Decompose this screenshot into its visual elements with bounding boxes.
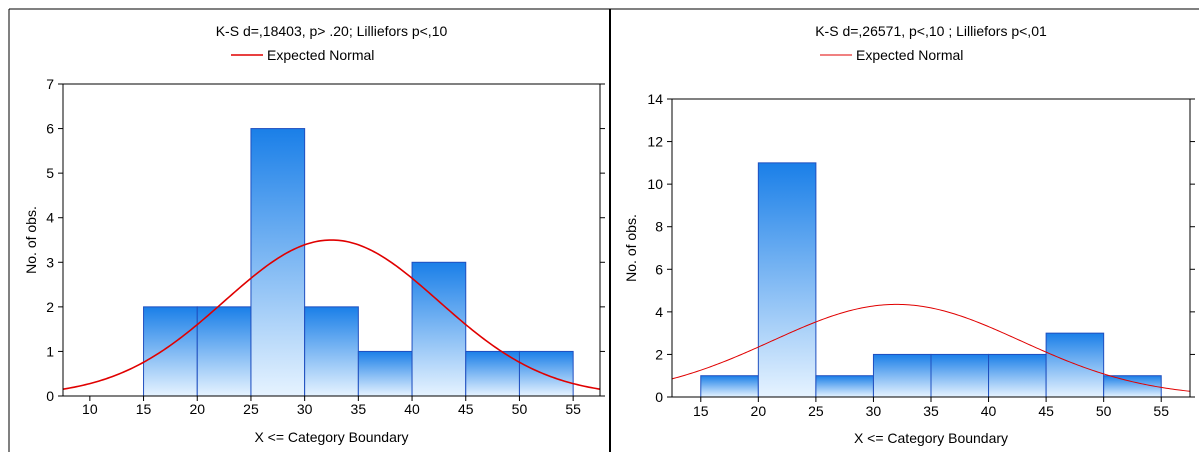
x-tick-label: 30: [866, 403, 882, 419]
x-tick-label: 40: [981, 403, 997, 419]
histogram-bar-35-40: [930, 353, 990, 398]
chart-panel-2: K-S d=,26571, p<,10 ; Lilliefors p<,01 Ex…: [623, 23, 1195, 446]
y-tick-label: 5: [46, 165, 54, 181]
x-tick-label: 45: [1038, 403, 1054, 419]
y-tick-label: 7: [46, 76, 54, 92]
plot-frame: [62, 83, 601, 397]
plot-area: [672, 99, 1190, 397]
y-tick-label: 0: [655, 389, 663, 405]
x-tick-label: 50: [1096, 403, 1112, 419]
x-tick-label: 55: [565, 401, 581, 417]
histogram-bar-50-55: [518, 350, 574, 397]
y-tick-label: 4: [46, 210, 54, 226]
legend-label-expected-normal: Expected Normal: [267, 47, 374, 63]
histogram-bar-45-50: [1045, 332, 1105, 398]
x-tick-label: 55: [1153, 403, 1169, 419]
x-tick-label: 10: [82, 401, 98, 417]
y-tick-label: 4: [655, 304, 663, 320]
y-tick-label: 2: [655, 346, 663, 362]
chart-title: K-S d=,18403, p> .20; Lilliefors p<,10: [216, 23, 448, 39]
histogram-bar-15-20: [143, 306, 198, 397]
legend-label-expected-normal: Expected Normal: [856, 47, 963, 63]
x-tick-label: 35: [923, 403, 939, 419]
y-tick-label: 6: [46, 121, 54, 137]
x-tick-label: 25: [808, 403, 824, 419]
histogram-bar-35-40: [357, 350, 413, 397]
histogram-bar-30-35: [304, 306, 359, 397]
x-tick-label: 20: [751, 403, 767, 419]
x-tick-label: 15: [693, 403, 709, 419]
y-tick-label: 14: [647, 91, 663, 107]
x-tick-label: 20: [189, 401, 205, 417]
expected-normal-curve: [671, 303, 1191, 392]
y-tick-label: 2: [46, 299, 54, 315]
x-tick-label: 15: [136, 401, 152, 417]
histogram-bar-40-45: [411, 261, 467, 397]
x-tick-label: 30: [297, 401, 313, 417]
chart-title: K-S d=,26571, p<,10 ; Lilliefors p<,01: [815, 23, 1047, 39]
y-tick-label: 6: [655, 261, 663, 277]
histogram-bar-15-20: [700, 375, 759, 398]
histogram-bar-40-45: [988, 353, 1047, 398]
histogram-bar-20-25: [196, 306, 252, 397]
x-tick-label: 50: [512, 401, 528, 417]
y-axis-label: No. of obs.: [23, 206, 39, 274]
x-tick-label: 45: [458, 401, 474, 417]
y-tick-label: 10: [647, 176, 663, 192]
y-tick-label: 8: [655, 219, 663, 235]
histogram-bar-45-50: [465, 350, 520, 397]
y-axis-label: No. of obs.: [623, 214, 639, 282]
histogram-bar-30-35: [872, 353, 932, 398]
y-tick-label: 12: [647, 134, 663, 150]
y-tick-label: 1: [46, 343, 54, 359]
x-tick-label: 25: [243, 401, 259, 417]
histogram-bar-25-30: [250, 128, 306, 397]
y-tick-label: 3: [46, 254, 54, 270]
y-tick-label: 0: [46, 388, 54, 404]
chart-panel-1: K-S d=,18403, p> .20; Lilliefors p<,10 Ex…: [23, 23, 605, 445]
x-tick-label: 35: [351, 401, 367, 417]
histogram-bar-20-25: [757, 162, 817, 398]
histogram-bar-25-30: [815, 375, 874, 398]
x-tick-label: 40: [404, 401, 420, 417]
x-axis-label: X <= Category Boundary: [254, 429, 408, 445]
x-axis-label: X <= Category Boundary: [854, 430, 1008, 446]
expected-normal-curve: [62, 239, 601, 390]
